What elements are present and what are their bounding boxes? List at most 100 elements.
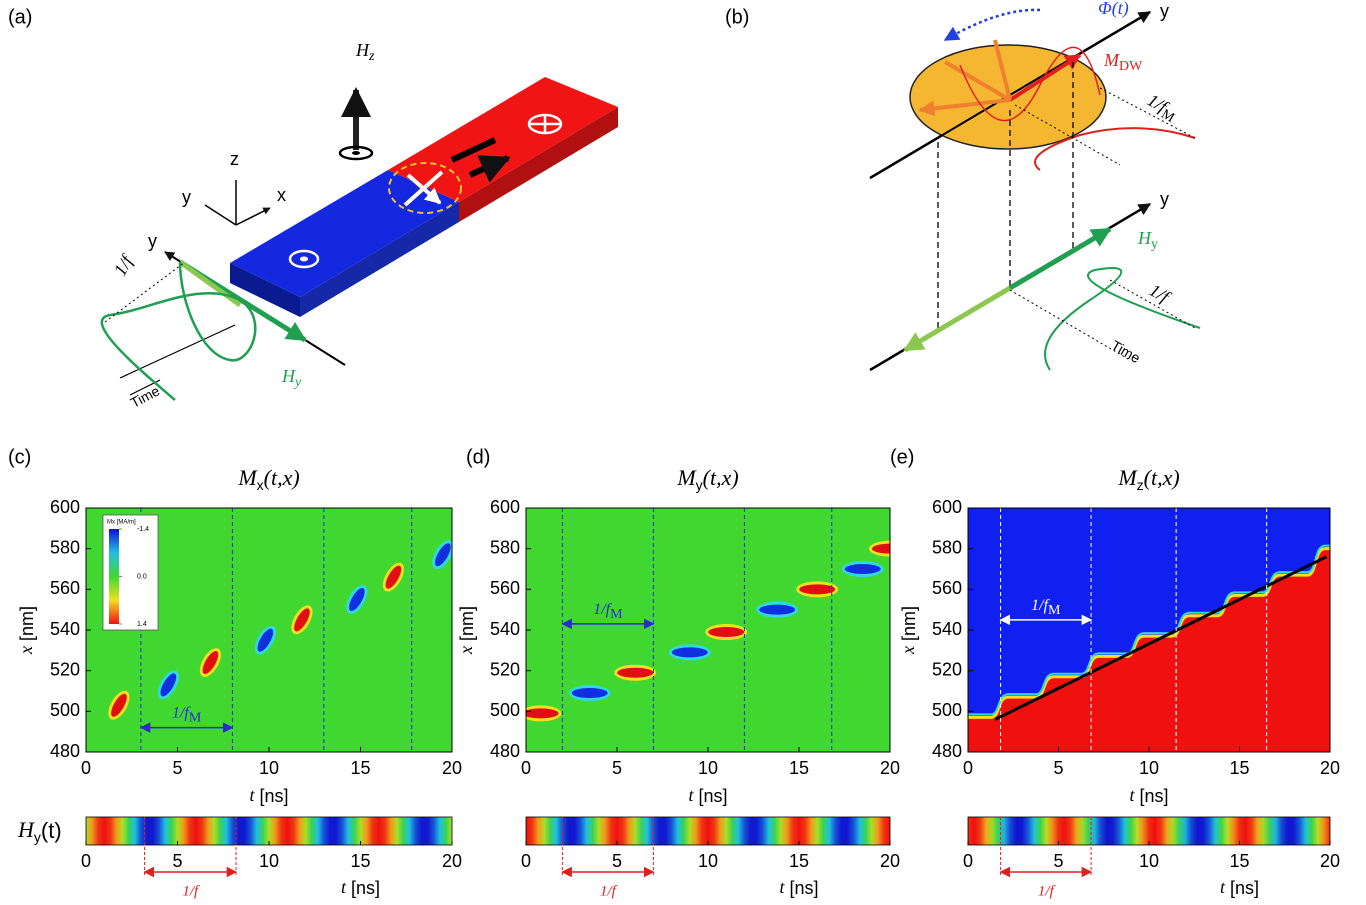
domain-wall [799,584,835,594]
hy-symbol: H [1137,228,1152,248]
x-tick-label: 0 [521,758,531,778]
chart-title-part: M [1117,465,1138,490]
phi-arrow [945,10,1040,40]
charts: 1/fMMx [MA/m]-1.40.01.405101520480500520… [16,465,1340,899]
strip-x-label: t [ns] [779,877,818,898]
hy-row-label: Hy(t) [17,817,62,845]
x-tick-label: 10 [698,758,718,778]
axis-label: y [1160,1,1169,21]
y-axis-label-part: [nm] [17,606,37,646]
hy-vector [1010,229,1110,288]
panel-label: (d) [466,446,490,468]
period-label-part: M [610,607,623,622]
strip-tick-label: 15 [1229,851,1249,871]
hy-strip [968,817,1330,845]
strip-tick-label: 0 [81,851,91,871]
strip-x-label-part: [ns] [1225,878,1259,898]
y-tick-label: 580 [490,537,520,557]
x-tick-label: 20 [1320,758,1340,778]
domain-wall [845,564,881,574]
strip-x-label: t [ns] [341,877,380,898]
figure: (a) (b) (c) (d) (e) Hz z y x y 1/f Hy Ti… [0,0,1366,905]
y-tick-label: 520 [932,659,962,679]
diagram-b: Φ(t) y MDW 1/fM y Hy 1/f Time [870,0,1200,370]
y-tick-label: 600 [932,497,962,517]
x-axis-label-part: [ns] [694,786,728,806]
period-label-part: M [189,711,202,726]
y-tick-label: 580 [932,537,962,557]
chart-title: My(t,x) [676,465,738,493]
y-axis-label-part: [nm] [457,606,477,646]
axis-label: y [1160,189,1169,209]
domain-wall [708,627,744,637]
strip-tick-label: 10 [1139,851,1159,871]
y-tick-label: 480 [50,741,80,761]
x-axis-label: t [ns] [688,785,727,806]
hy-strip [86,817,452,845]
y-axis-label-part: x [16,646,36,655]
x-tick-label: 0 [963,758,973,778]
strip-period-label: 1/f [600,883,618,899]
x-tick-label: 15 [1229,758,1249,778]
strip-x-label-part: [ns] [346,878,380,898]
y-axis-label: x [nm] [456,606,477,655]
hy-sub: y [1151,237,1158,252]
x-tick-label: 10 [259,758,279,778]
y-tick-label: 540 [50,619,80,639]
y-tick-label: 560 [932,578,962,598]
x-tick-label: 5 [1053,758,1063,778]
chart-title-part: (t,x) [703,465,739,490]
axis-label: x [277,185,286,205]
colorbar-label: Mx [MA/m] [107,520,136,526]
strip-tick-label: 10 [259,851,279,871]
y-tick-label: 480 [490,741,520,761]
hy-row-args: (t) [41,818,62,843]
domain-wall [572,688,608,698]
y-tick-label: 500 [932,700,962,720]
x-tick-label: 20 [442,758,462,778]
y-tick-label: 560 [50,578,80,598]
chart-title-part: (t,x) [1144,465,1180,490]
colorbar-tick: -1.4 [137,526,149,533]
y-tick-label: 560 [490,578,520,598]
period-label: 1/f [110,250,138,279]
strip-period-label: 1/f [1038,883,1056,899]
panel-label: (b) [725,6,749,28]
x-tick-label: 10 [1139,758,1159,778]
x-tick-label: 15 [789,758,809,778]
panel-label: (c) [8,446,31,468]
y-axis-label-part: x [456,646,476,655]
strip-tick-label: 20 [1320,851,1340,871]
strip-tick-label: 10 [698,851,718,871]
time-label: Time [1109,337,1144,366]
y-tick-label: 480 [932,741,962,761]
mdw-label: MDW [1103,50,1143,74]
hy-sub: y [293,375,302,390]
chart-title: Mz(t,x) [1117,465,1179,493]
x-tick-label: 20 [880,758,900,778]
hz-label: Hz [355,40,375,64]
strip-tick-label: 15 [789,851,809,871]
strip-tick-label: 5 [172,851,182,871]
strip-tick-label: 15 [350,851,370,871]
y-tick-label: 500 [50,700,80,720]
hy-vector-light [905,288,1010,350]
period-m-label: 1/fM [1142,90,1182,127]
hy-strip [526,817,890,845]
strip-tick-label: 0 [963,851,973,871]
chart-title-part: M [676,465,697,490]
y-tick-label: 540 [490,619,520,639]
phi-label: Φ(t) [1098,0,1129,19]
time-axis [120,325,235,395]
y-axis-label-part: x [898,646,918,655]
domain-wall [523,708,559,718]
y-tick-label: 520 [490,659,520,679]
x-axis-label: t [ns] [1129,785,1168,806]
plot-area [520,508,911,752]
x-axis-label-part: [ns] [255,786,289,806]
coordinate-axes [205,180,270,225]
x-axis-label: t [ns] [249,785,288,806]
hy-row-sub: y [34,829,41,845]
hy-label: Hy [1137,228,1158,252]
strip-tick-label: 20 [442,851,462,871]
